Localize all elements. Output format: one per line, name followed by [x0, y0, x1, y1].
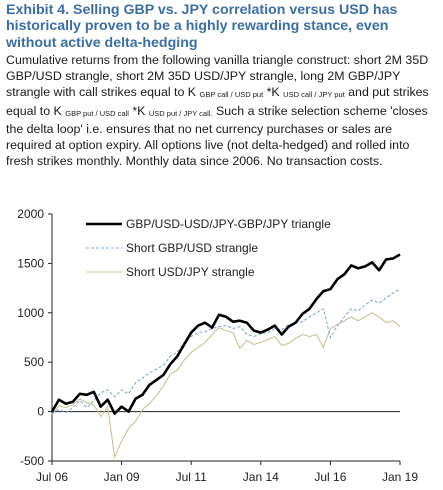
series-line-0	[50, 253, 401, 415]
x-tick-label-3: Jan 14	[243, 470, 279, 484]
legend-label-1: Short GBP/USD strangle	[126, 241, 258, 255]
series-line-2	[51, 312, 401, 459]
description-text-5: Such a strike selection scheme 'closes t…	[6, 103, 428, 169]
description-text-2: *K	[263, 85, 284, 100]
strike-subscript-4: USD put / JPY call.	[148, 108, 213, 118]
x-tick-label-2: Jul 11	[176, 470, 207, 484]
strike-subscript-2: USD call / JPY put	[283, 90, 345, 100]
y-tick-label-5: 2000	[17, 207, 44, 221]
x-tick-label-5: Jan 19	[382, 470, 418, 484]
strike-subscript-1: GBP call / USD put	[199, 90, 264, 100]
y-tick-label-4: 1500	[17, 256, 44, 270]
strike-subscript-3: GBP put / USD call	[65, 108, 129, 118]
description-text-1: Cumulative returns from the following va…	[6, 53, 429, 100]
x-tick-label-0: Jul 06	[36, 470, 68, 484]
x-tick-label-4: Jul 16	[314, 470, 346, 484]
description-text-3: and put strikes equal to K	[6, 85, 429, 118]
chart-description: Cumulative returns from the following va…	[6, 52, 440, 169]
legend-label-2: Short USD/JPY strangle	[126, 265, 255, 279]
series-line-1	[51, 288, 401, 415]
y-tick-label-0: -500	[20, 454, 44, 468]
x-tick-label-1: Jan 09	[104, 470, 140, 484]
exhibit-title: Exhibit 4. Selling GBP vs. JPY correlati…	[6, 2, 398, 51]
y-tick-label-2: 500	[24, 355, 44, 369]
description-text-4: *K	[128, 103, 149, 118]
y-tick-label-1: 0	[37, 405, 44, 419]
y-tick-label-3: 1000	[17, 306, 44, 320]
legend-label-0: GBP/USD-USD/JPY-GBP/JPY triangle	[126, 217, 331, 231]
